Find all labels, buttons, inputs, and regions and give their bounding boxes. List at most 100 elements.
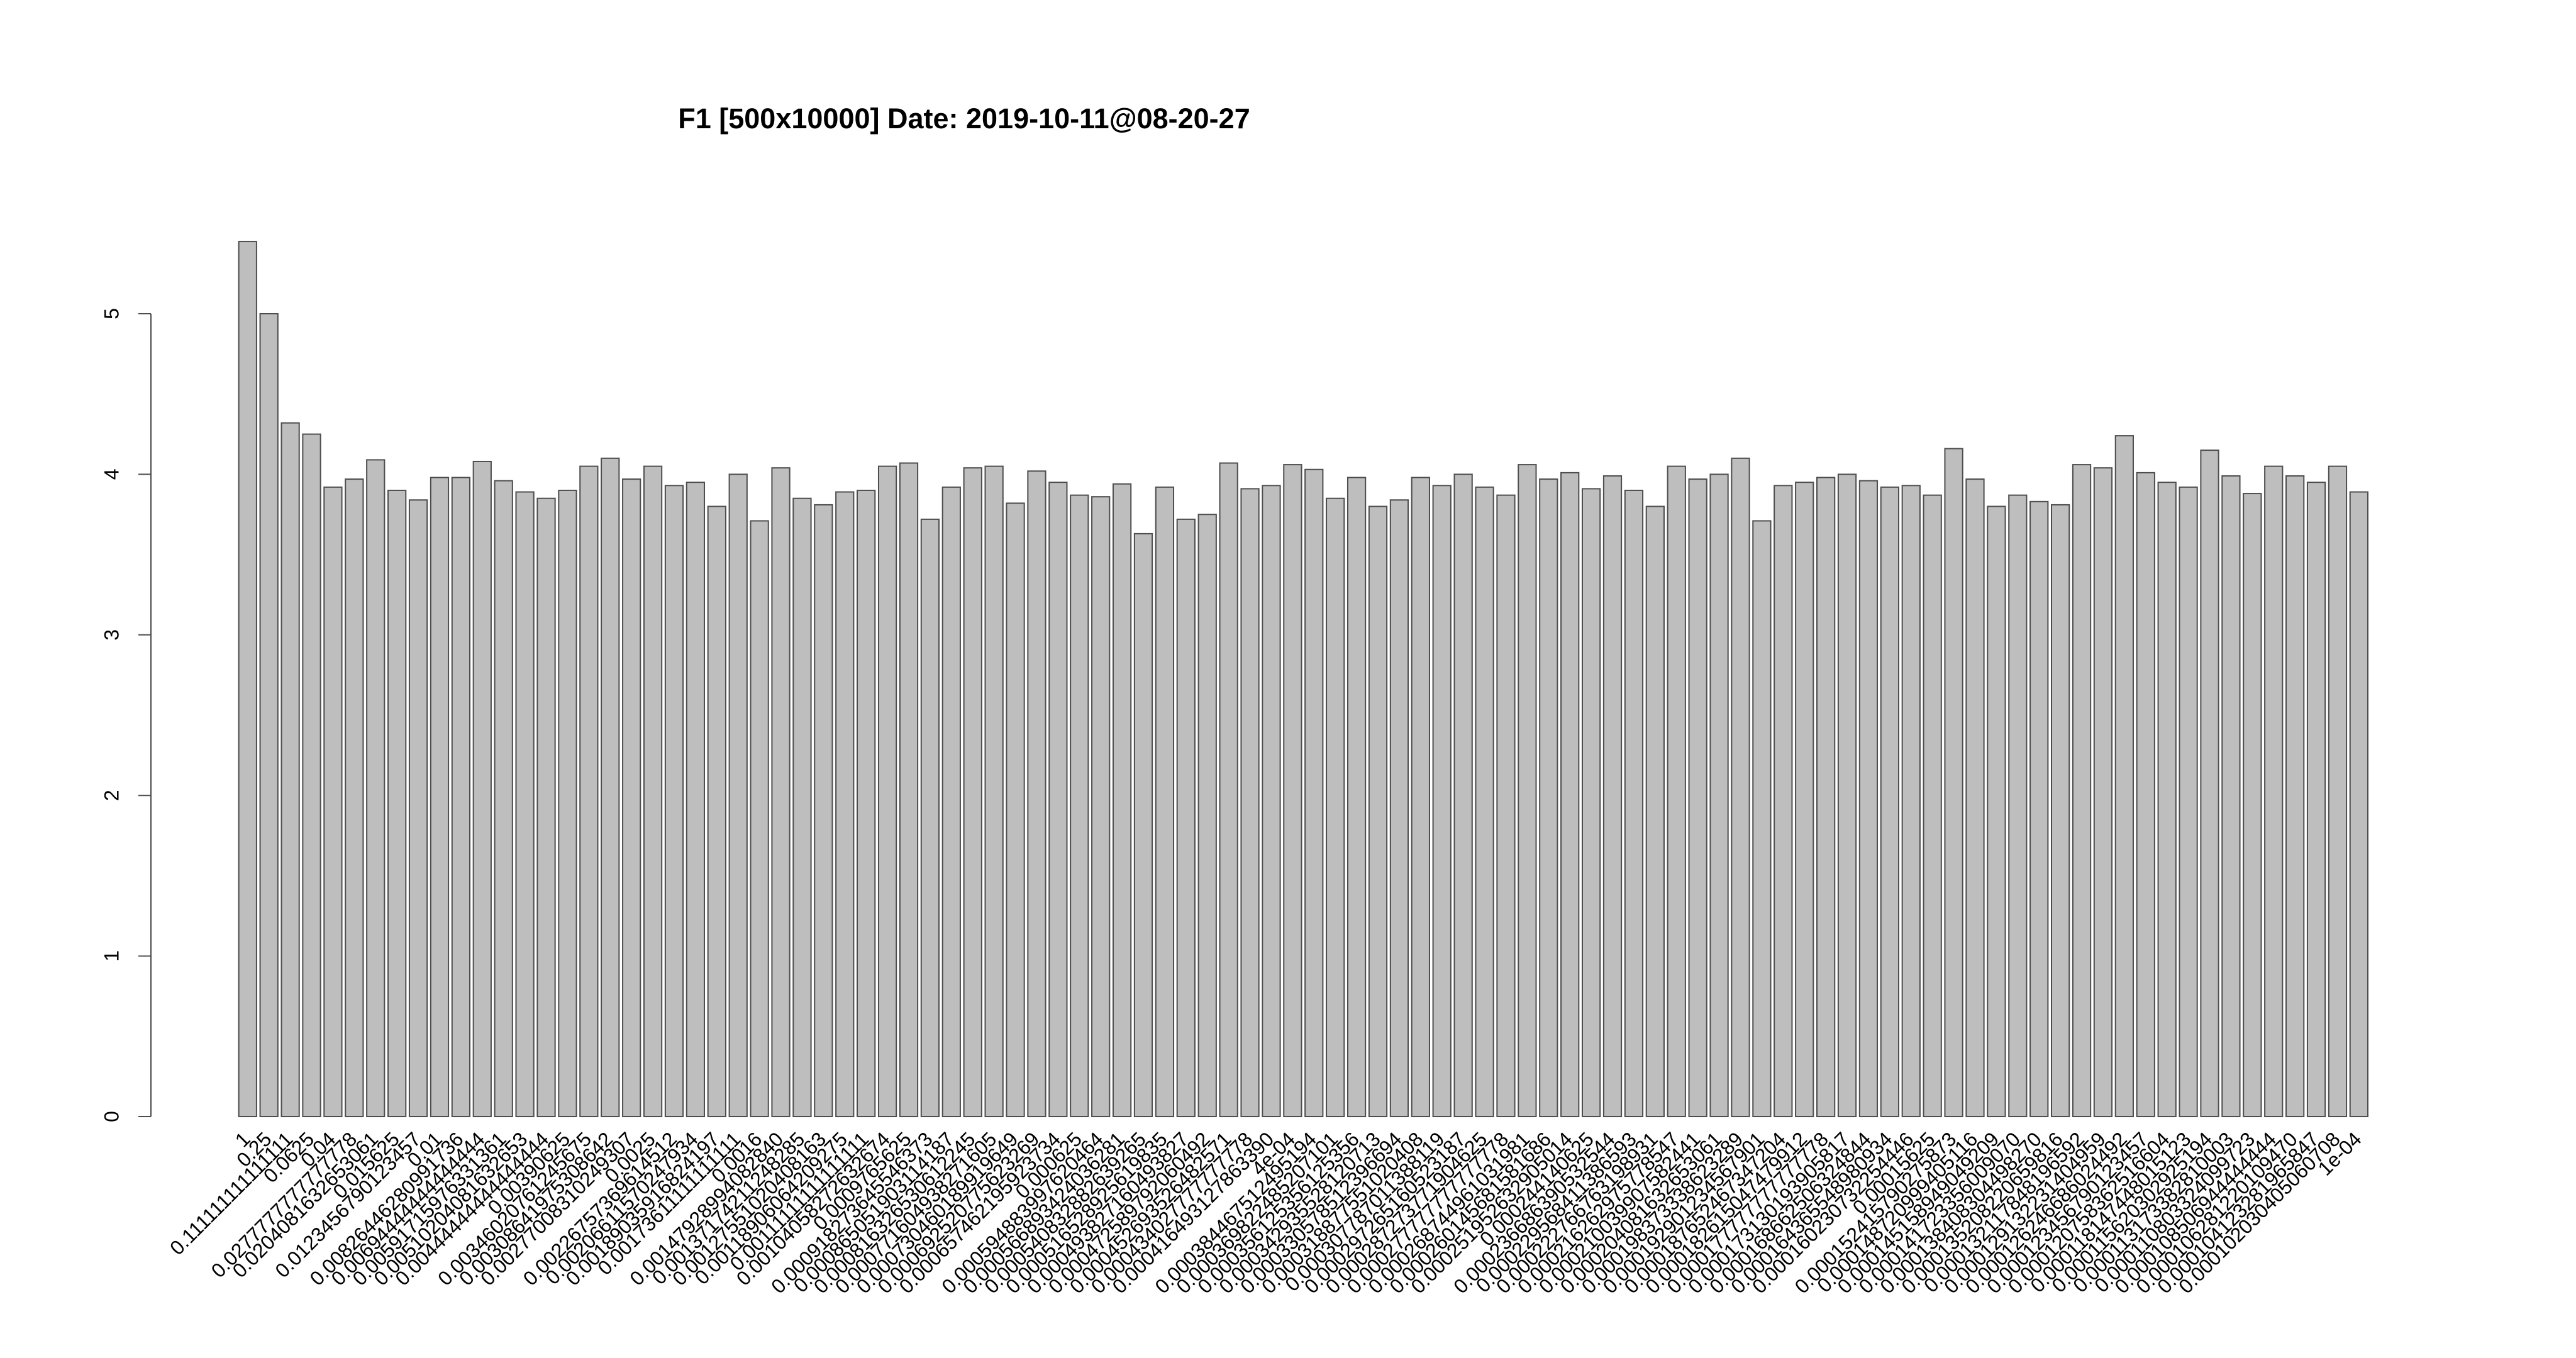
bar <box>1709 473 1729 1117</box>
bar <box>1624 489 1644 1117</box>
bar <box>280 422 300 1117</box>
bar <box>1048 482 1068 1117</box>
bar <box>2349 491 2368 1117</box>
bar <box>472 460 492 1117</box>
bar <box>1923 494 1942 1117</box>
bar <box>792 497 812 1117</box>
bar <box>2328 465 2348 1117</box>
y-tick-label: 2 <box>100 790 123 801</box>
bar <box>963 467 982 1117</box>
bar <box>1453 473 1473 1117</box>
bar <box>941 486 961 1117</box>
bar <box>451 477 471 1117</box>
bar <box>408 499 428 1117</box>
bar <box>750 520 769 1117</box>
y-tick-label: 4 <box>100 469 123 480</box>
bar <box>1688 478 1707 1117</box>
bar <box>536 497 556 1117</box>
bar <box>1518 464 1537 1118</box>
bar <box>899 462 919 1117</box>
bar <box>622 478 641 1117</box>
bar <box>2051 504 2070 1117</box>
bar <box>1560 472 1580 1117</box>
bar <box>1944 448 1963 1117</box>
y-tick-label: 5 <box>100 308 123 319</box>
bar <box>1539 478 1558 1117</box>
bar <box>771 467 791 1117</box>
chart-title: F1 [500x10000] Date: 2019-10-11@08-20-27 <box>678 102 1250 135</box>
bar <box>984 465 1004 1117</box>
bar <box>1752 520 1772 1117</box>
bar <box>1155 486 1175 1117</box>
bar <box>728 473 748 1117</box>
y-tick-label: 3 <box>100 629 123 641</box>
bar <box>1346 477 1367 1117</box>
bar <box>643 465 663 1117</box>
bar <box>302 433 321 1117</box>
bar <box>1112 483 1132 1117</box>
bar <box>2179 486 2198 1117</box>
bar <box>2093 467 2113 1117</box>
bar <box>345 478 364 1117</box>
bar <box>920 518 940 1117</box>
bar <box>1475 486 1494 1117</box>
bar <box>1496 494 1516 1117</box>
bar <box>1027 470 1046 1117</box>
bar <box>558 489 577 1117</box>
bar <box>387 489 407 1117</box>
bar <box>1326 497 1345 1117</box>
bar <box>2264 465 2284 1117</box>
bar <box>1965 478 1985 1117</box>
bar <box>857 489 876 1117</box>
bar <box>1731 457 1750 1117</box>
bar <box>2114 435 2134 1117</box>
bar <box>1176 518 1196 1117</box>
bar <box>835 491 855 1117</box>
bar <box>1389 499 1409 1117</box>
bar <box>1858 480 1879 1117</box>
bar <box>2243 493 2262 1117</box>
y-axis: 0 1 2 3 4 5 <box>100 308 152 1122</box>
bar <box>1240 488 1260 1117</box>
bar <box>259 313 279 1117</box>
bar <box>814 504 833 1117</box>
bar <box>2221 475 2241 1117</box>
bar <box>1368 505 1388 1117</box>
bar <box>877 465 897 1117</box>
bar <box>1006 502 1025 1117</box>
bar <box>1091 496 1111 1117</box>
bar <box>1880 486 1899 1117</box>
bar <box>1262 485 1281 1117</box>
bar <box>1133 533 1153 1117</box>
bar <box>2072 464 2092 1118</box>
bar <box>2136 472 2155 1117</box>
bar <box>2008 494 2028 1117</box>
bar <box>238 241 257 1118</box>
bar <box>2285 475 2305 1117</box>
bar <box>601 457 620 1117</box>
bar <box>1581 488 1601 1117</box>
bar <box>1219 462 1238 1117</box>
bar <box>1432 485 1452 1117</box>
bar <box>707 505 726 1117</box>
bar <box>579 465 599 1117</box>
bar <box>1987 505 2006 1117</box>
bar <box>494 480 513 1117</box>
bar <box>664 485 684 1117</box>
bar <box>1774 485 1793 1117</box>
bar <box>1411 477 1430 1117</box>
bar <box>366 459 386 1117</box>
bars-group <box>238 241 2368 1118</box>
bar <box>1070 494 1089 1117</box>
y-tick-label: 0 <box>100 1111 123 1122</box>
bar <box>1304 468 1324 1117</box>
bar <box>1667 465 1686 1117</box>
bar <box>515 491 535 1117</box>
bar <box>2157 482 2177 1117</box>
bar <box>2029 500 2049 1117</box>
bar <box>2306 482 2326 1117</box>
bar <box>1901 485 1921 1117</box>
bar <box>1197 514 1217 1117</box>
bar <box>1816 477 1836 1117</box>
